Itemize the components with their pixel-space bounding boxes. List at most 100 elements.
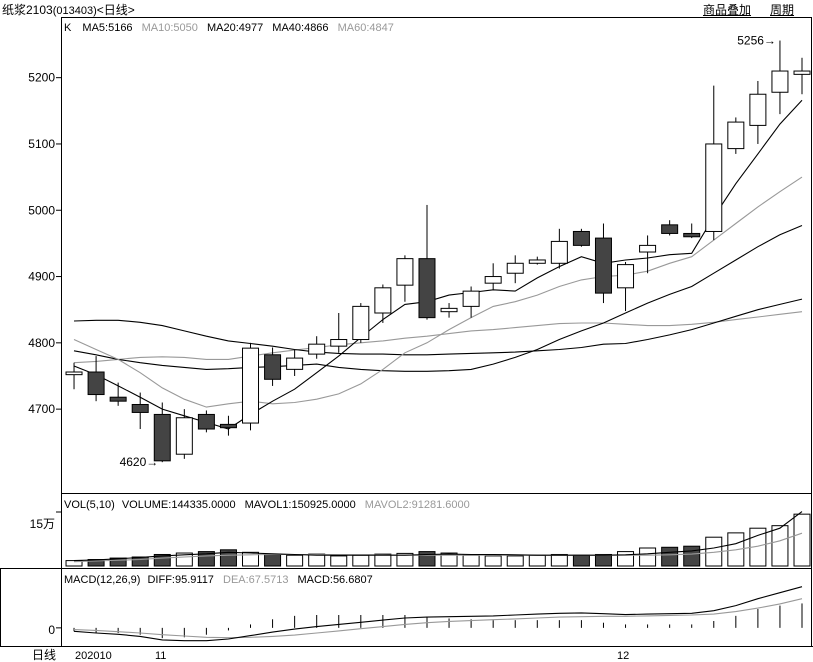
overlay-commodity-button[interactable]: 商品叠加 bbox=[703, 3, 752, 17]
candle-down bbox=[219, 423, 237, 429]
period-corner-label: 日线 bbox=[32, 648, 56, 662]
candle-down bbox=[131, 403, 149, 413]
volume-bar bbox=[374, 553, 392, 567]
macd-y-tick: 0 bbox=[48, 623, 55, 637]
candle-up bbox=[484, 276, 502, 284]
candle-up bbox=[705, 143, 723, 232]
candle-up bbox=[617, 264, 635, 289]
candle-down bbox=[572, 230, 590, 246]
volume-bar bbox=[131, 556, 149, 567]
candle-up bbox=[639, 244, 657, 253]
ma5-line bbox=[73, 99, 803, 430]
price-panel-legend: K MA5:5166 MA10:5050 MA20:4977 MA40:4866… bbox=[64, 22, 394, 34]
price-tick-label: 4900 bbox=[28, 270, 55, 284]
volume-bar bbox=[462, 554, 480, 567]
volume-y-tick: 15万 bbox=[30, 517, 55, 531]
ma10-line bbox=[73, 176, 803, 408]
diff-line bbox=[73, 586, 803, 642]
ma40-line bbox=[73, 298, 803, 356]
instrument-code: (013403) bbox=[52, 5, 97, 17]
volume-bar bbox=[109, 557, 127, 567]
vol-label: VOL(5,10) bbox=[64, 499, 115, 511]
instrument-name: 纸浆2103 bbox=[2, 3, 53, 17]
candle-up bbox=[749, 93, 767, 126]
candlesticks bbox=[65, 40, 811, 463]
candle-up bbox=[242, 347, 260, 424]
instrument-title: 纸浆2103(013403)<日线> bbox=[2, 1, 135, 18]
candle-down bbox=[264, 354, 282, 380]
price-panel-frame bbox=[61, 17, 812, 494]
ma5-label: MA5:5166 bbox=[82, 22, 132, 34]
period-button[interactable]: 周期 bbox=[770, 3, 795, 17]
x-label-12: 12 bbox=[617, 650, 629, 662]
volume-bar bbox=[528, 554, 546, 567]
volume-bar bbox=[308, 553, 326, 567]
candle-up bbox=[374, 287, 392, 314]
candle-up bbox=[440, 307, 458, 313]
volume-bar bbox=[594, 553, 612, 567]
candle-up bbox=[352, 305, 370, 341]
volume-bar bbox=[683, 545, 701, 567]
volume-bar bbox=[352, 554, 370, 567]
volume-bar bbox=[418, 551, 436, 567]
ma60-line bbox=[73, 311, 803, 364]
price-tick-label: 5000 bbox=[28, 203, 55, 217]
volume-bar bbox=[396, 552, 414, 567]
price-tick-label: 4700 bbox=[28, 402, 55, 416]
volume-bar bbox=[639, 547, 657, 567]
ma20-line bbox=[73, 224, 803, 372]
volume-bar bbox=[197, 551, 215, 567]
mavol1-label: MAVOL1:150925.0000 bbox=[245, 499, 356, 511]
candle-up bbox=[550, 240, 568, 264]
macd-value-label: MACD:56.6807 bbox=[298, 574, 373, 586]
volume-bar bbox=[219, 549, 237, 567]
ma40-label: MA40:4866 bbox=[272, 22, 328, 34]
candle-up bbox=[793, 70, 811, 75]
candle-up bbox=[462, 290, 480, 307]
price-tick-label: 4800 bbox=[28, 336, 55, 350]
candle-up bbox=[308, 343, 326, 355]
k-label: K bbox=[64, 22, 72, 34]
macd-plot bbox=[56, 586, 803, 642]
period-label: <日线> bbox=[96, 3, 135, 17]
volume-bar bbox=[617, 551, 635, 567]
candle-up bbox=[396, 258, 414, 286]
macd-panel-legend: MACD(12,26,9) DIFF:95.9117 DEA:67.5713 M… bbox=[64, 574, 373, 586]
volume-bar bbox=[264, 553, 282, 567]
high-price-annotation: 5256→ bbox=[737, 34, 776, 48]
volume-bar bbox=[550, 553, 568, 567]
mavol1-line bbox=[73, 511, 803, 562]
volume-bar bbox=[286, 554, 304, 567]
diff-label: DIFF:95.9117 bbox=[147, 574, 213, 586]
candle-down bbox=[197, 413, 215, 430]
candle-down bbox=[661, 224, 679, 234]
volume-bar bbox=[484, 555, 502, 567]
macd-params-label: MACD(12,26,9) bbox=[64, 574, 140, 586]
x-label-202010: 202010 bbox=[75, 650, 112, 662]
volume-bar bbox=[330, 555, 348, 567]
dea-label: DEA:67.5713 bbox=[223, 574, 288, 586]
candle-up bbox=[727, 121, 745, 150]
volume-panel-legend: VOL(5,10) VOLUME:144335.0000 MAVOL1:1509… bbox=[64, 499, 470, 511]
candle-down bbox=[594, 237, 612, 294]
candle-down bbox=[418, 258, 436, 319]
volume-bar bbox=[153, 553, 171, 567]
volume-bar bbox=[242, 551, 260, 567]
price-y-ticks: 5200 5100 5000 4900 4800 4700 bbox=[28, 71, 61, 416]
price-tick-label: 5100 bbox=[28, 137, 55, 151]
ma20-label: MA20:4977 bbox=[207, 22, 263, 34]
candle-up bbox=[65, 371, 83, 376]
volume-bar bbox=[440, 552, 458, 567]
candle-up bbox=[528, 259, 546, 264]
ma10-label: MA10:5050 bbox=[142, 22, 198, 34]
candle-down bbox=[87, 371, 105, 396]
moving-average-lines bbox=[73, 99, 803, 430]
volume-bars bbox=[56, 511, 811, 567]
candle-up bbox=[771, 70, 789, 93]
candle-up bbox=[175, 417, 193, 455]
mavol2-line bbox=[73, 532, 803, 563]
volume-value-label: VOLUME:144335.0000 bbox=[122, 499, 236, 511]
candle-down bbox=[153, 413, 171, 462]
candle-down bbox=[683, 232, 701, 238]
